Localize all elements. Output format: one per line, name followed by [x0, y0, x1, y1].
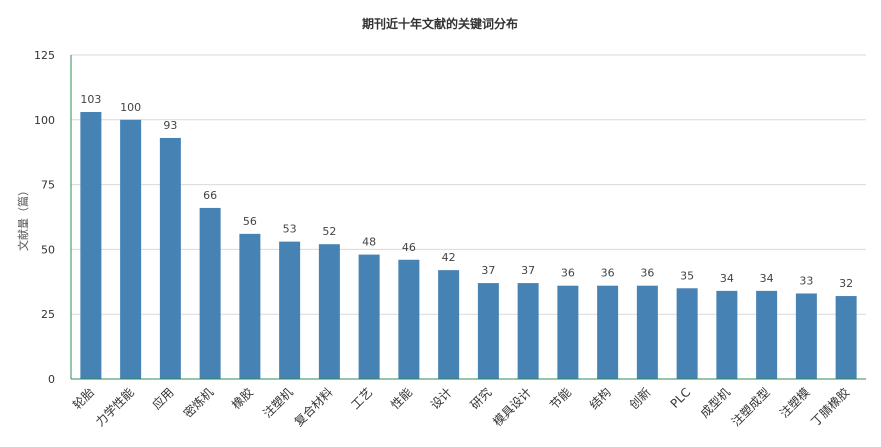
bar [199, 207, 221, 379]
x-tick-label: 应用 [149, 385, 177, 413]
x-tick-label: 丁腈橡胶 [808, 385, 853, 430]
y-tick-label: 100 [34, 114, 55, 127]
bar-value-label: 100 [120, 101, 141, 114]
bar-value-label: 42 [442, 251, 456, 264]
x-tick-label: 创新 [626, 385, 654, 413]
x-tick-label: 模具设计 [490, 385, 534, 429]
x-tick-label: 设计 [428, 385, 455, 412]
x-tick-label: 轮胎 [70, 385, 97, 412]
bar-value-label: 48 [362, 236, 376, 249]
bar-value-label: 52 [322, 225, 336, 238]
bar [159, 137, 181, 379]
bar [477, 283, 499, 379]
x-tick-label: PLC [668, 385, 694, 411]
bar [239, 233, 261, 379]
chart-title: 期刊近十年文献的关键词分布 [362, 16, 518, 31]
bar-value-label: 56 [243, 215, 257, 228]
bar-value-label: 35 [680, 269, 694, 282]
x-tick-label: 注塑模 [776, 385, 812, 421]
x-tick-label: 橡胶 [228, 385, 256, 413]
bars [80, 112, 857, 380]
x-tick-label: 性能 [388, 385, 415, 412]
bar [80, 112, 102, 380]
grid-lines [71, 54, 866, 315]
bar-value-label: 36 [601, 267, 615, 280]
bar-value-label: 53 [283, 223, 297, 236]
y-tick-label: 125 [34, 49, 55, 62]
bar-value-label: 36 [561, 267, 575, 280]
x-tick-label: 密炼机 [180, 385, 216, 421]
x-tick-label: 节能 [547, 385, 574, 412]
bar [358, 254, 380, 379]
bar-value-label: 37 [521, 264, 535, 277]
bar [438, 270, 460, 379]
bar-value-label: 37 [481, 264, 495, 277]
bar-value-label: 34 [720, 272, 734, 285]
x-tick-label: 结构 [586, 385, 614, 413]
x-tick-label: 力学性能 [92, 385, 137, 430]
x-tick-label: 工艺 [348, 385, 375, 412]
y-axis-label: 文献量（篇） [16, 185, 30, 251]
y-tick-label: 25 [41, 308, 55, 321]
y-tick-label: 50 [41, 243, 55, 256]
bar-value-label: 36 [640, 267, 654, 280]
y-axis-ticks: 0 25 50 75 100 125 [34, 49, 55, 386]
bar [279, 241, 301, 379]
bar-value-label: 93 [163, 119, 177, 132]
data-labels: 103 100 93 66 56 53 52 48 46 42 37 37 36 36 36 35 34 34 33… [80, 93, 853, 290]
y-tick-label: 0 [48, 373, 55, 386]
bar [398, 259, 420, 379]
bar [597, 285, 619, 379]
x-tick-label: 注塑机 [260, 385, 296, 421]
bar-value-label: 34 [760, 272, 774, 285]
bar [835, 296, 857, 379]
bar [716, 290, 738, 379]
bar-value-label: 32 [839, 277, 853, 290]
bar-value-label: 46 [402, 241, 416, 254]
bar [318, 244, 340, 379]
x-tick-label: 成型机 [698, 385, 733, 420]
y-tick-label: 75 [41, 179, 55, 192]
bar [676, 288, 698, 379]
bar [517, 283, 539, 379]
x-tick-label: 复合材料 [291, 385, 336, 430]
bar [636, 285, 658, 379]
bar [557, 285, 579, 379]
x-tick-label: 研究 [467, 385, 495, 413]
x-tick-label: 注塑成型 [728, 385, 773, 430]
bar-value-label: 103 [80, 93, 101, 106]
bar [795, 293, 817, 379]
bar [756, 290, 778, 379]
bar-value-label: 33 [799, 274, 813, 287]
bar-value-label: 66 [203, 189, 217, 202]
bar [120, 119, 142, 380]
